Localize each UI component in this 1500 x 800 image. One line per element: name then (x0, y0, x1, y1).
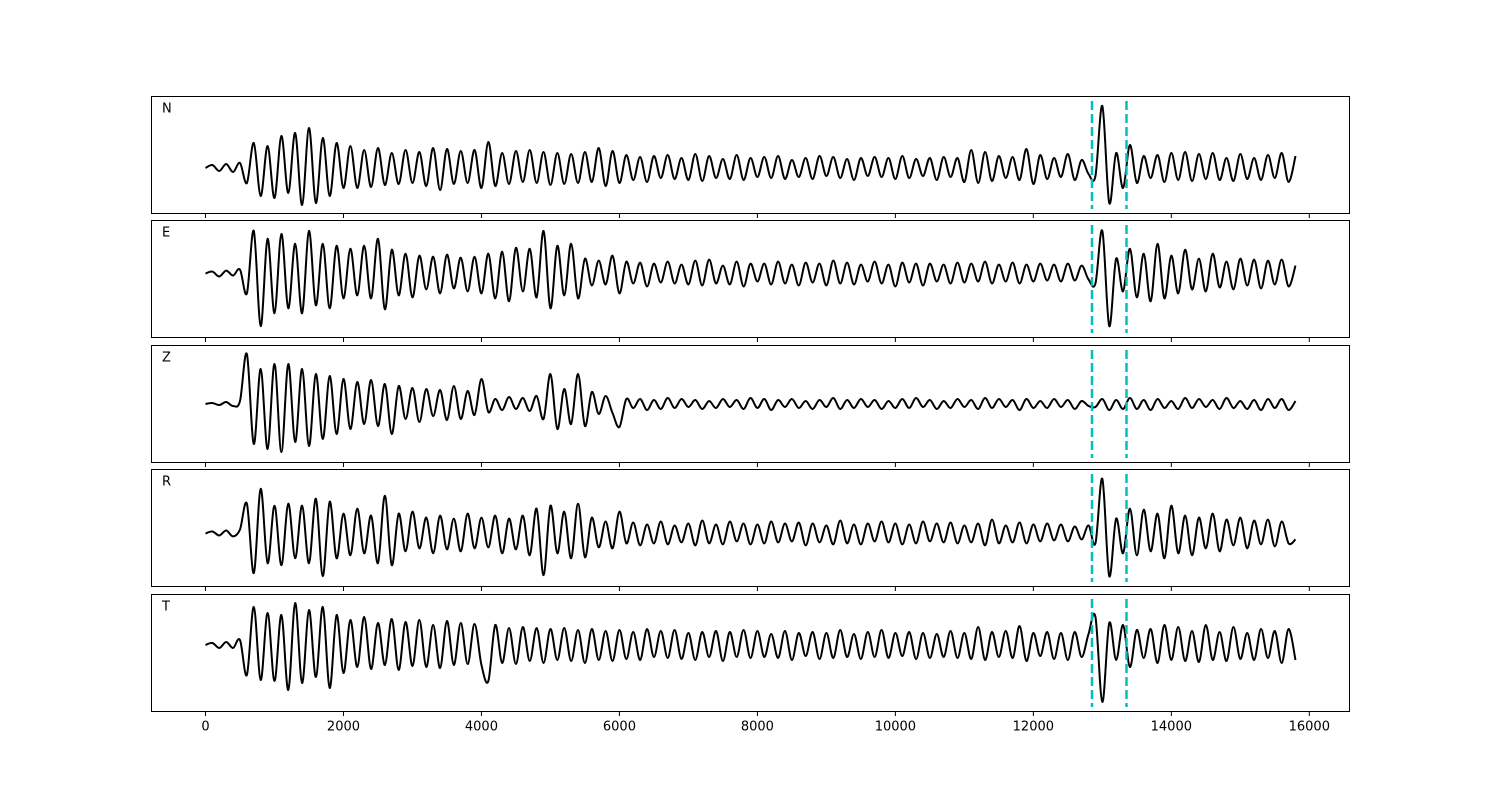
x-tick-label: 2000 (327, 720, 360, 735)
x-tick-label: 10000 (875, 720, 916, 735)
panel-label: E (162, 226, 170, 241)
panel-frame (151, 96, 1350, 214)
panel-label: R (162, 475, 171, 490)
x-tick-label: 8000 (741, 720, 774, 735)
panel-frame (151, 594, 1350, 712)
trace (205, 601, 1297, 704)
x-tick-label: 14000 (1151, 720, 1192, 735)
panel-frame (151, 469, 1350, 587)
trace (205, 352, 1297, 453)
x-tick-label: 4000 (465, 720, 498, 735)
x-tick-label: 0 (201, 720, 209, 735)
panel-frame (151, 220, 1350, 338)
trace (205, 477, 1297, 578)
panel-frame (151, 345, 1350, 463)
trace (205, 229, 1297, 328)
x-tick-label: 6000 (603, 720, 636, 735)
x-tick-label: 16000 (1289, 720, 1330, 735)
panel-label: Z (162, 351, 171, 366)
x-tick-label: 12000 (1013, 720, 1054, 735)
panel-label: N (162, 102, 172, 117)
trace (205, 104, 1297, 207)
panel-label: T (161, 600, 170, 615)
